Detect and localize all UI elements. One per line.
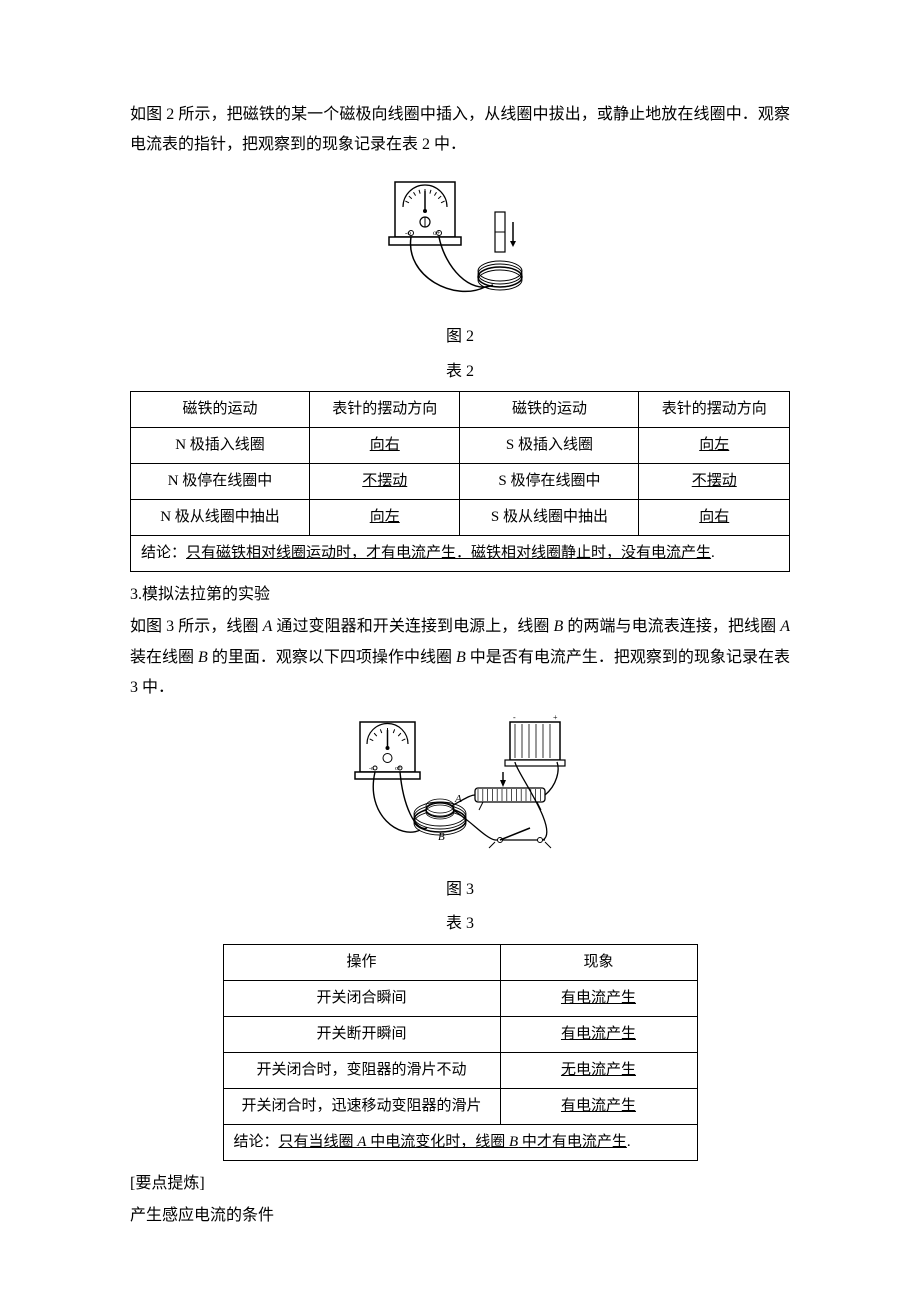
table2-data-cell: S 极插入线圈 — [460, 427, 639, 463]
table2-data-cell: N 极插入线圈 — [131, 427, 310, 463]
table2-data-cell: S 极从线圈中抽出 — [460, 499, 639, 535]
table2-data-cell: 向右 — [639, 499, 790, 535]
table2-data-cell: 不摆动 — [309, 463, 460, 499]
table3-header-cell: 现象 — [500, 944, 697, 980]
figure-3-caption: 图 3 — [130, 875, 790, 905]
table2-data-cell: N 极停在线圈中 — [131, 463, 310, 499]
table2-data-cell: S 极停在线圈中 — [460, 463, 639, 499]
table2-data-cell: 不摆动 — [639, 463, 790, 499]
table2-header-cell: 磁铁的运动 — [460, 391, 639, 427]
table-3-caption: 表 3 — [130, 909, 790, 939]
svg-text:o+: o+ — [433, 229, 441, 237]
svg-text:-o: -o — [405, 229, 411, 237]
table-2: 磁铁的运动表针的摆动方向磁铁的运动表针的摆动方向N 极插入线圈向右S 极插入线圈… — [130, 391, 790, 572]
table2-data-cell: 向左 — [309, 499, 460, 535]
table3-data-cell: 开关断开瞬间 — [223, 1016, 500, 1052]
key-points-label: [要点提炼] — [130, 1169, 790, 1199]
table2-data-cell: 向左 — [639, 427, 790, 463]
table3-data-cell: 有电流产生 — [500, 980, 697, 1016]
section-3-paragraph: 如图 3 所示，线圈 A 通过变阻器和开关连接到电源上，线圈 B 的两端与电流表… — [130, 612, 790, 703]
table2-header-cell: 表针的摆动方向 — [309, 391, 460, 427]
table3-data-cell: 开关闭合瞬间 — [223, 980, 500, 1016]
key-points-line: 产生感应电流的条件 — [130, 1201, 790, 1231]
table3-header-cell: 操作 — [223, 944, 500, 980]
table2-data-cell: 向右 — [309, 427, 460, 463]
table2-header-cell: 表针的摆动方向 — [639, 391, 790, 427]
table-2-caption: 表 2 — [130, 357, 790, 387]
svg-text:+: + — [553, 713, 558, 722]
intro2-paragraph: 如图 2 所示，把磁铁的某一个磁极向线圈中插入，从线圈中拔出，或静止地放在线圈中… — [130, 100, 790, 161]
table2-conclusion: 结论：只有磁铁相对线圈运动时，才有电流产生．磁铁相对线圈静止时，没有电流产生. — [131, 535, 790, 571]
svg-text:B: B — [438, 831, 445, 843]
table3-data-cell: 有电流产生 — [500, 1016, 697, 1052]
figure-2-image: -o o+ — [130, 167, 790, 318]
section-3-title: 3.模拟法拉第的实验 — [130, 580, 790, 610]
figure-2-caption: 图 2 — [130, 322, 790, 352]
table3-data-cell: 有电流产生 — [500, 1088, 697, 1124]
table3-data-cell: 无电流产生 — [500, 1052, 697, 1088]
svg-text:o+: o+ — [395, 766, 402, 772]
table-3: 操作现象开关闭合瞬间有电流产生开关断开瞬间有电流产生开关闭合时，变阻器的滑片不动… — [223, 944, 698, 1161]
svg-text:-o: -o — [369, 766, 374, 772]
table3-data-cell: 开关闭合时，迅速移动变阻器的滑片 — [223, 1088, 500, 1124]
table3-conclusion: 结论：只有当线圈 A 中电流变化时，线圈 B 中才有电流产生. — [223, 1124, 697, 1160]
table2-data-cell: N 极从线圈中抽出 — [131, 499, 310, 535]
table3-data-cell: 开关闭合时，变阻器的滑片不动 — [223, 1052, 500, 1088]
figure-3-image: -oo+-+AB — [130, 710, 790, 871]
table2-header-cell: 磁铁的运动 — [131, 391, 310, 427]
svg-text:-: - — [513, 713, 516, 722]
